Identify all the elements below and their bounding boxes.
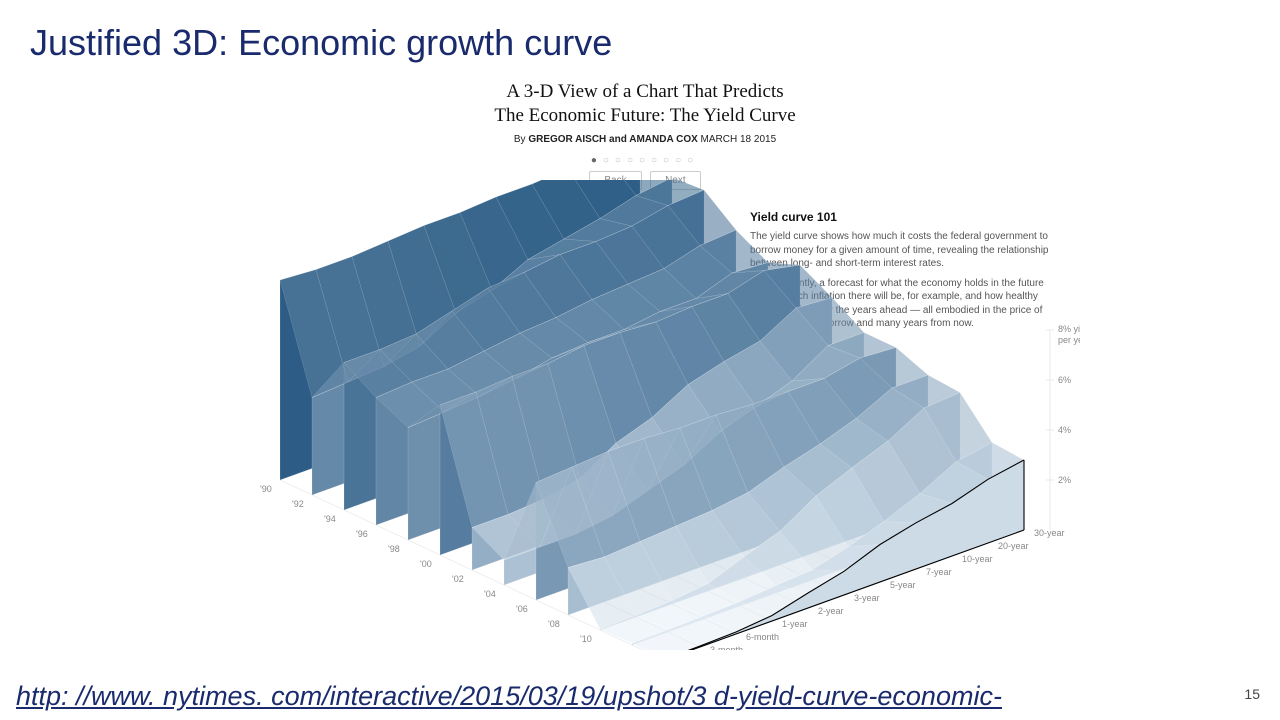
svg-text:per year: per year xyxy=(1058,335,1080,345)
byline: By GREGOR AISCH and AMANDA COX MARCH 18 … xyxy=(210,134,1080,145)
svg-text:'06: '06 xyxy=(516,604,528,614)
byline-authors: GREGOR AISCH and AMANDA COX xyxy=(528,134,697,145)
svg-text:5-year: 5-year xyxy=(890,580,916,590)
byline-date: MARCH 18 2015 xyxy=(698,134,776,145)
svg-text:'10: '10 xyxy=(580,634,592,644)
article-screenshot: A 3-D View of a Chart That Predicts The … xyxy=(210,80,1080,660)
article-title: A 3-D View of a Chart That Predicts The … xyxy=(210,80,1080,128)
svg-text:'92: '92 xyxy=(292,499,304,509)
svg-text:20-year: 20-year xyxy=(998,541,1029,551)
svg-text:'98: '98 xyxy=(388,544,400,554)
article-title-line1: A 3-D View of a Chart That Predicts xyxy=(506,81,783,102)
svg-text:7-year: 7-year xyxy=(926,567,952,577)
svg-text:10-year: 10-year xyxy=(962,554,993,564)
svg-text:'90: '90 xyxy=(260,484,272,494)
slide-number: 15 xyxy=(1244,686,1260,702)
svg-text:'04: '04 xyxy=(484,589,496,599)
svg-text:1-year: 1-year xyxy=(782,619,808,629)
svg-text:30-year: 30-year xyxy=(1034,528,1065,538)
svg-text:3-year: 3-year xyxy=(854,593,880,603)
byline-prefix: By xyxy=(514,134,528,145)
page-title: Justified 3D: Economic growth curve xyxy=(30,22,612,64)
svg-text:6%: 6% xyxy=(1058,375,1071,385)
svg-text:2%: 2% xyxy=(1058,475,1071,485)
svg-text:'00: '00 xyxy=(420,559,432,569)
svg-text:'08: '08 xyxy=(548,619,560,629)
article-title-line2: The Economic Future: The Yield Curve xyxy=(494,105,795,126)
svg-text:8% yield: 8% yield xyxy=(1058,324,1080,334)
svg-text:'94: '94 xyxy=(324,514,336,524)
svg-text:'96: '96 xyxy=(356,529,368,539)
svg-text:6-month: 6-month xyxy=(746,632,779,642)
surface-svg: 8% yieldper year 6% 4% 2% '90 '92 '94 '96 '98 '00… xyxy=(210,180,1080,650)
svg-text:'12: '12 xyxy=(612,649,624,650)
svg-text:2-year: 2-year xyxy=(818,606,844,616)
svg-text:4%: 4% xyxy=(1058,425,1071,435)
svg-text:'02: '02 xyxy=(452,574,464,584)
yield-curve-3d-chart: 8% yieldper year 6% 4% 2% '90 '92 '94 '96 '98 '00… xyxy=(210,180,1080,650)
svg-text:3-month: 3-month xyxy=(710,645,743,650)
source-link[interactable]: http: //www. nytimes. com/interactive/20… xyxy=(16,681,1002,712)
pagination-dots: ●○○○○○○○○ xyxy=(210,155,1080,166)
